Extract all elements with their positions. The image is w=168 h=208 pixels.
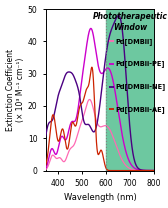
Text: Pd[DMBli-AE]: Pd[DMBli-AE] [115,106,165,113]
Text: Pd[DMBli]: Pd[DMBli] [115,38,152,45]
X-axis label: Wavelength (nm): Wavelength (nm) [64,193,136,202]
Text: Pd[DMBli-PE]: Pd[DMBli-PE] [115,61,164,67]
Text: Phototherapeutic
Window: Phototherapeutic Window [92,12,167,32]
Text: Pd[DMBli-NE]: Pd[DMBli-NE] [115,83,165,90]
Bar [106,9,154,171]
Y-axis label: Extinction Coefficient
(× 10³ M⁻¹ cm⁻¹): Extinction Coefficient (× 10³ M⁻¹ cm⁻¹) [6,49,25,131]
